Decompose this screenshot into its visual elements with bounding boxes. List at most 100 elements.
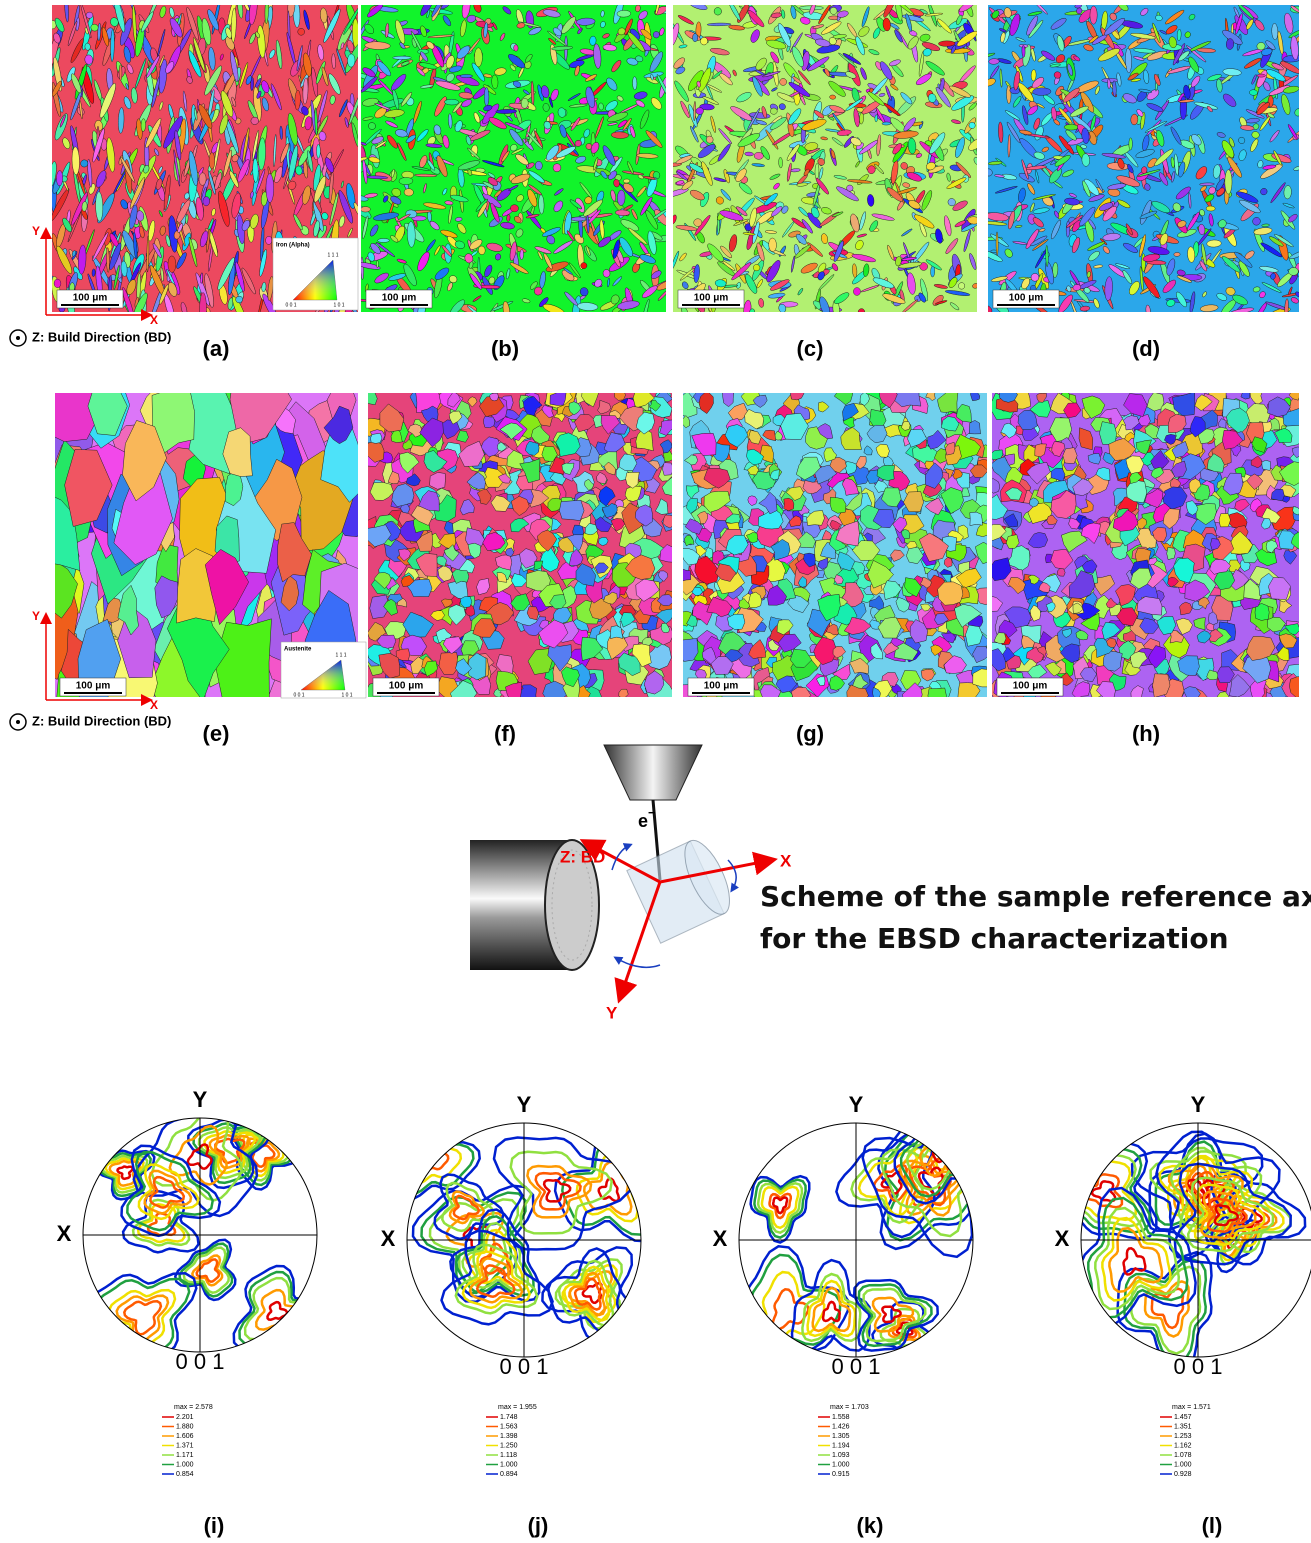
scale-bar-label: 100 μm	[389, 681, 424, 692]
grain	[364, 392, 378, 405]
panel-label: (c)	[797, 336, 824, 361]
contour	[1084, 1174, 1122, 1207]
grain	[989, 58, 1000, 64]
legend-level: 1.398	[500, 1433, 518, 1440]
beam-text: e	[638, 811, 648, 831]
grain	[676, 569, 690, 582]
grain	[520, 249, 524, 259]
scheme-caption: for the EBSD characterization	[760, 922, 1229, 955]
grain	[360, 207, 370, 212]
grain	[297, 28, 305, 36]
legend-level: 1.162	[1174, 1442, 1192, 1449]
panel-label: (f)	[494, 721, 516, 746]
legend-max: max = 1.703	[830, 1404, 869, 1411]
legend-level: 1.250	[500, 1442, 518, 1449]
grain	[882, 122, 891, 125]
scheme-beam: e−	[638, 805, 656, 830]
grain	[141, 119, 146, 132]
panel-label: (b)	[491, 336, 519, 361]
grain	[571, 217, 586, 221]
contour	[124, 1301, 161, 1334]
grain	[1206, 206, 1215, 211]
legend-level: 2.201	[176, 1414, 194, 1421]
grain	[484, 87, 489, 106]
grain	[510, 205, 518, 212]
legend-level: 1.880	[176, 1423, 194, 1430]
legend-level: 1.171	[176, 1452, 194, 1459]
scheme-y: Y	[606, 1003, 618, 1022]
grain	[119, 65, 122, 81]
grain	[1262, 460, 1271, 470]
grain	[85, 43, 91, 51]
scheme-caption: Scheme of the sample reference axes	[760, 880, 1311, 913]
grain	[999, 381, 1017, 402]
scale-bar-label: 100 μm	[694, 293, 729, 304]
pole-figure-contours	[741, 1091, 999, 1367]
grain	[1064, 124, 1078, 130]
ebsd-map	[357, 382, 684, 707]
legend-level: 1.371	[176, 1442, 194, 1449]
grain	[54, 279, 61, 288]
build-direction: Z: Build Direction (BD)	[32, 329, 171, 344]
grain	[938, 582, 963, 605]
beam-sup: −	[648, 805, 656, 820]
grain	[378, 238, 390, 242]
pf-top: Y	[193, 1087, 208, 1112]
pf-left: X	[57, 1221, 72, 1246]
grain	[393, 56, 412, 59]
scale-bar-label: 100 μm	[1009, 293, 1044, 304]
grain	[745, 152, 754, 156]
legend-level: 1.305	[832, 1433, 850, 1440]
z-dot	[16, 720, 20, 724]
scale-bar-label: 100 μm	[704, 681, 739, 692]
grain	[1249, 90, 1257, 96]
ebsd-maps	[29, 0, 1310, 743]
pole-figure-contours	[393, 1110, 656, 1341]
pf-left: X	[381, 1226, 396, 1251]
grain	[662, 463, 673, 476]
legend-level: 1.194	[832, 1442, 850, 1449]
pf-bottom: 0 0 1	[1174, 1354, 1223, 1379]
legend-level: 0.854	[176, 1471, 194, 1478]
grain	[215, 619, 272, 729]
grain	[693, 218, 702, 226]
grain	[1141, 254, 1145, 272]
scale-bar-label: 100 μm	[76, 681, 111, 692]
scheme-x: X	[780, 851, 792, 870]
grain	[399, 177, 413, 185]
grain	[614, 389, 626, 400]
pole-figures: YX0 0 1max = 2.5782.2011.8801.6061.3711.…	[57, 1087, 1311, 1538]
grain	[770, 108, 777, 115]
panel-label: (g)	[796, 721, 824, 746]
pole-figure-contours	[87, 1089, 327, 1372]
grain	[200, 293, 207, 326]
panel-label: (l)	[1202, 1513, 1223, 1538]
grain	[1180, 96, 1187, 120]
grain	[853, 287, 860, 295]
grain	[460, 74, 473, 77]
grain	[1174, 252, 1181, 256]
legend-level: 1.351	[1174, 1423, 1192, 1430]
legend-max: max = 1.955	[498, 1404, 537, 1411]
grain	[653, 31, 660, 38]
pf-bottom: 0 0 1	[832, 1354, 881, 1379]
grain	[996, 232, 998, 256]
grain	[1031, 69, 1036, 81]
legend-level: 1.558	[832, 1414, 850, 1421]
grain	[444, 99, 459, 105]
grain	[778, 157, 782, 168]
legend-level: 0.894	[500, 1471, 518, 1478]
grain	[660, 420, 676, 436]
pf-bottom: 0 0 1	[176, 1349, 225, 1374]
axis-x-label: X	[150, 698, 158, 712]
grain	[266, 174, 274, 203]
ipf-corner: 0 0 1	[285, 302, 296, 308]
grain	[623, 179, 630, 183]
grain	[265, 236, 272, 244]
grain	[1219, 514, 1231, 527]
scale-bar-label: 100 μm	[382, 293, 417, 304]
contour	[393, 1110, 479, 1201]
legend-level: 1.253	[1174, 1433, 1192, 1440]
grain	[1167, 547, 1176, 559]
grain	[316, 144, 320, 158]
